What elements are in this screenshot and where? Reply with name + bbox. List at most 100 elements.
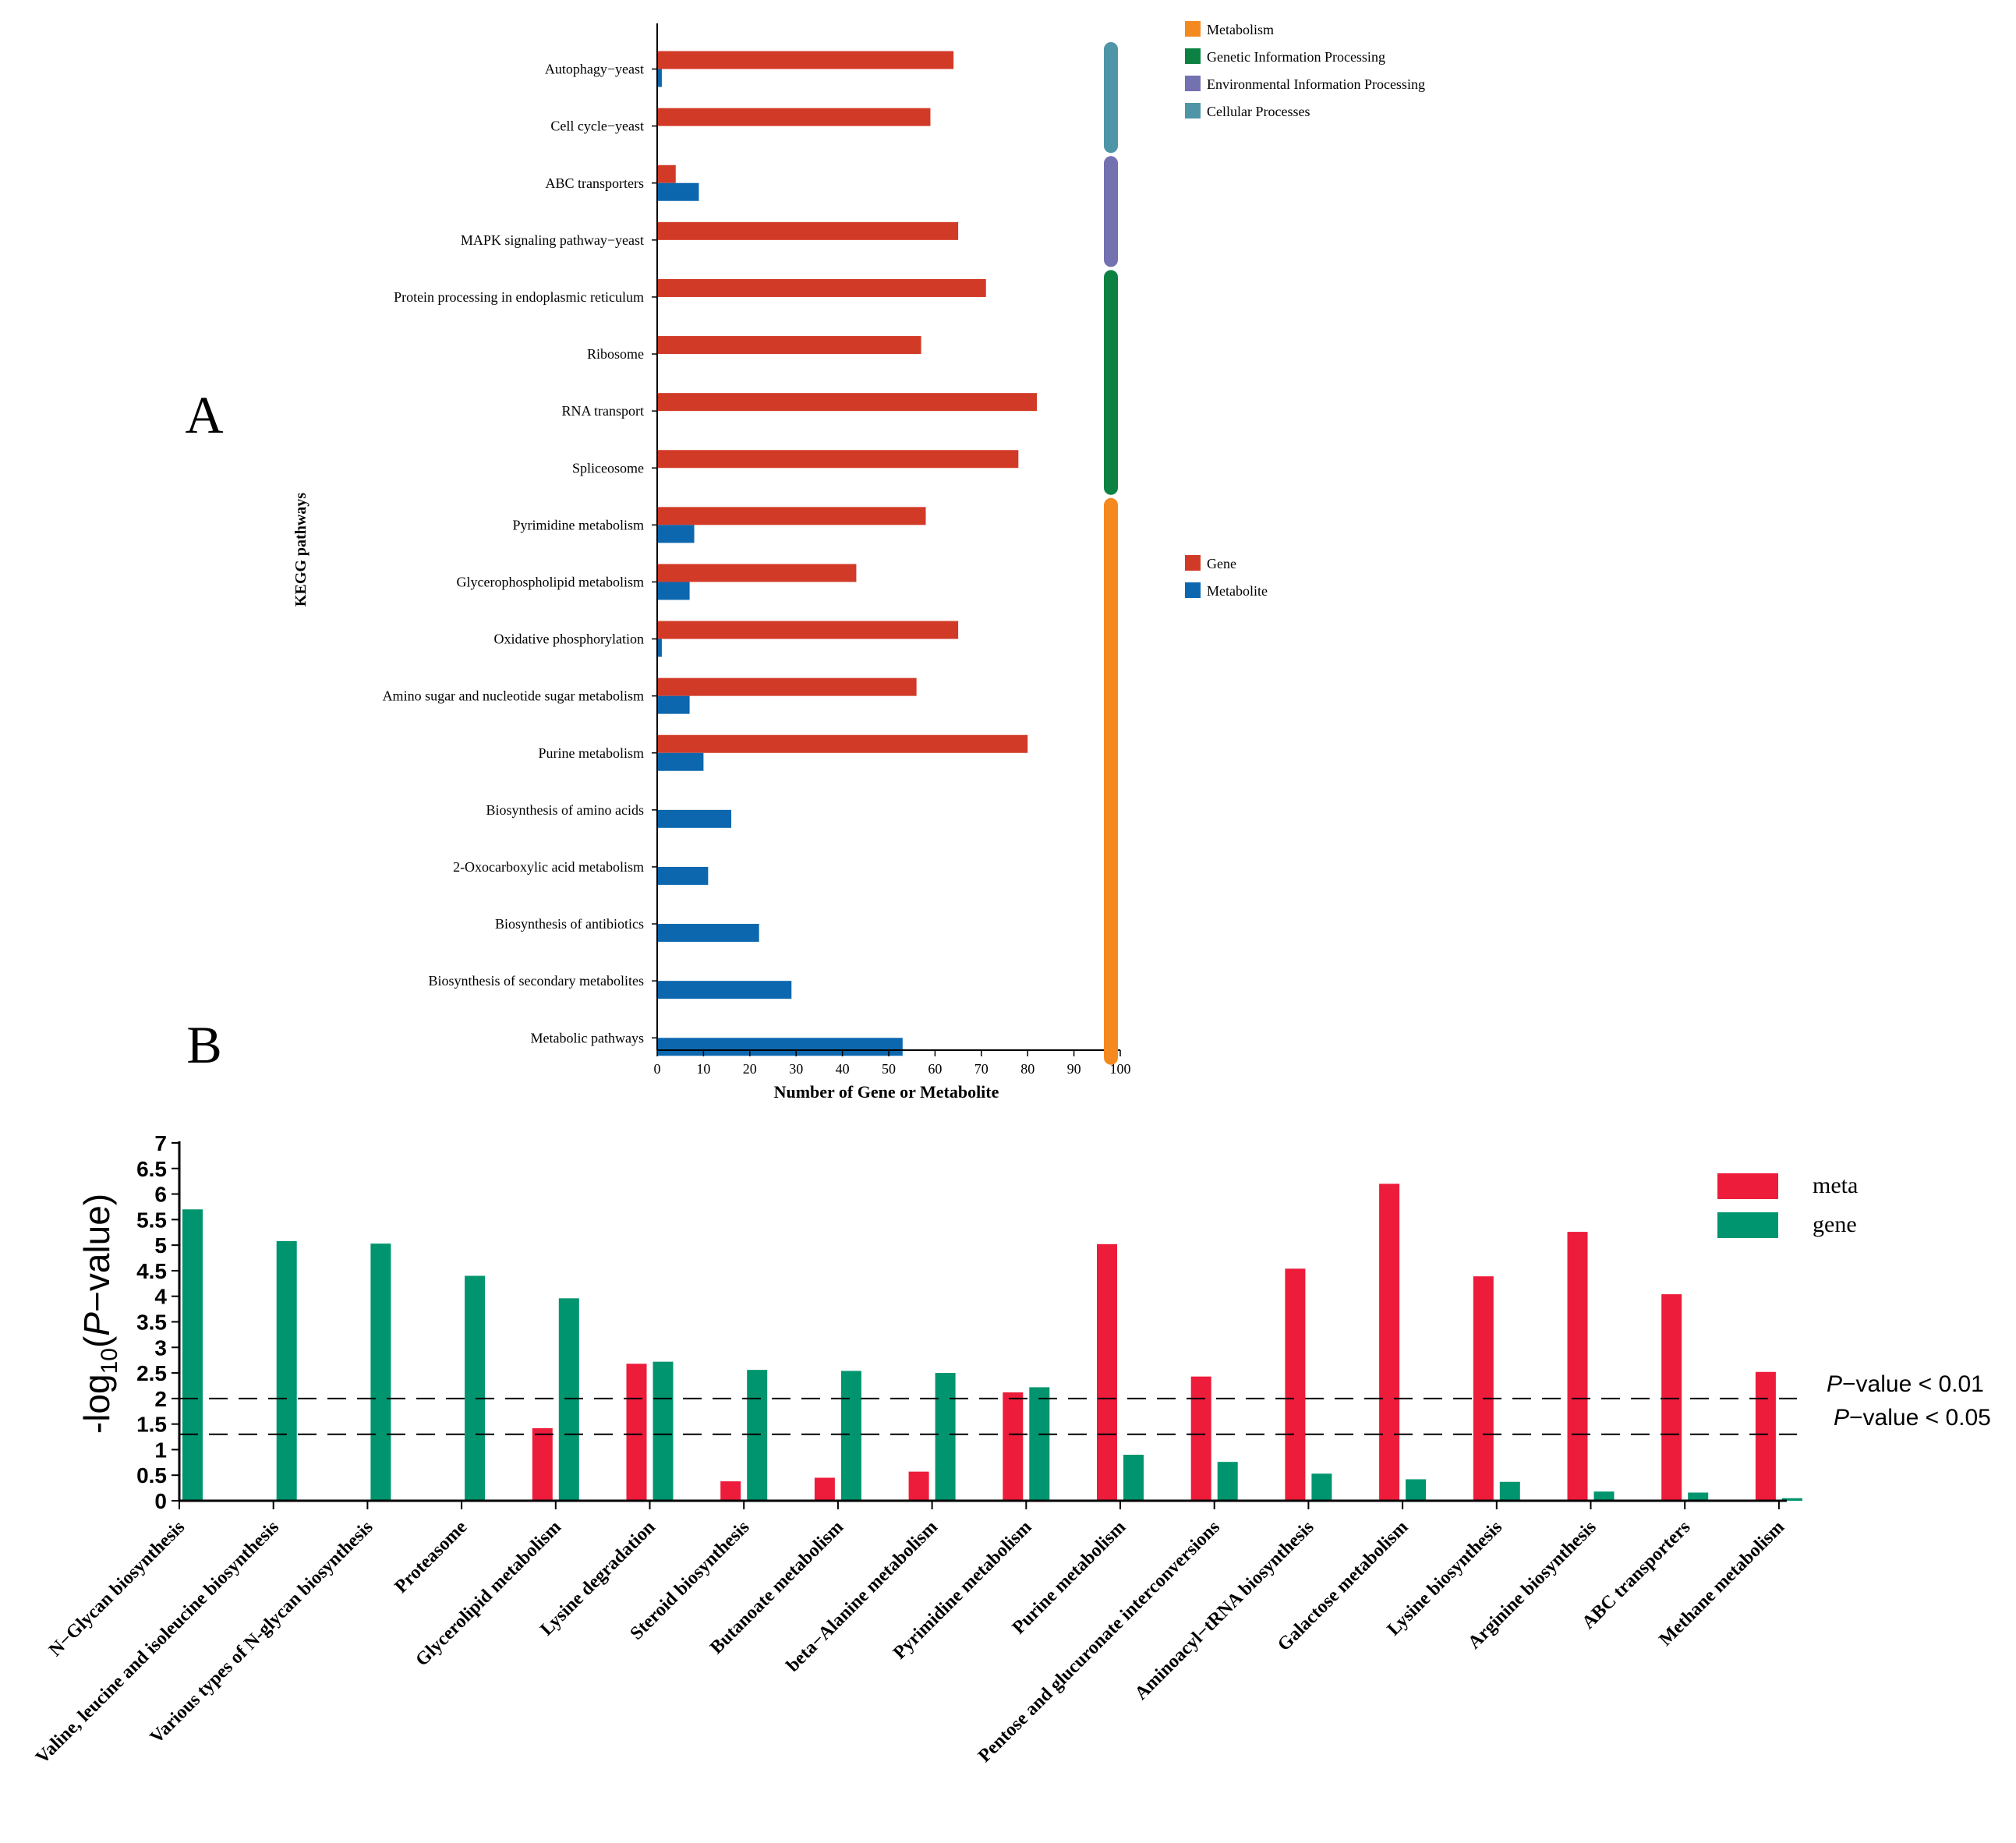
bar-gene-rna-transport	[657, 393, 1038, 412]
bar-gene-pyrimidine-metabolism	[657, 507, 926, 525]
bar-gene-aminoacyl-trna-biosynthesis	[1311, 1473, 1332, 1501]
legend-swatch-metabolite	[1185, 582, 1201, 598]
panel-b-y-axis-label: -log10(P−value)	[76, 1194, 122, 1434]
y-tick-label: 1.5	[136, 1413, 167, 1437]
bar-metabolite-purine-metabolism	[657, 752, 704, 771]
bar-meta-purine-metabolism	[1097, 1243, 1117, 1501]
legend-label-cellular-processes: Cellular Processes	[1207, 104, 1310, 119]
bar-metabolite-pyrimidine-metabolism	[657, 525, 695, 543]
panel-b-reference-lines: P−value < 0.01 P−value < 0.05	[179, 1371, 1991, 1435]
x-tick-label: Aminoacyl−tRNA biosynthesis	[1131, 1517, 1318, 1704]
bar-gene-steroid-biosynthesis	[747, 1370, 768, 1501]
bar-meta-lysine-degradation	[626, 1364, 647, 1501]
legend-label-genetic-information-processing: Genetic Information Processing	[1207, 49, 1385, 65]
y-tick-label: 7	[154, 1131, 167, 1155]
bar-gene-beta-alanine-metabolism	[935, 1373, 956, 1501]
bar-meta-glycerolipid-metabolism	[532, 1427, 553, 1501]
bar-meta-arginine-biosynthesis	[1567, 1232, 1588, 1501]
panel-b-y-label-suffix: −value)	[76, 1194, 117, 1312]
y-tick-label: 2	[154, 1387, 167, 1411]
y-tick-label: 1	[154, 1438, 167, 1462]
bar-metabolite-biosynthesis-of-amino-acids	[657, 809, 732, 828]
group-bar-genetic-information-processing	[1104, 270, 1118, 495]
bar-meta-abc-transporters	[1661, 1294, 1682, 1501]
bar-gene-amino-sugar-and-nucleotide-sugar-metabolism	[657, 677, 917, 696]
x-tick-label: Proteasome	[391, 1517, 471, 1597]
bar-gene-pyrimidine-metabolism	[1029, 1387, 1050, 1501]
panel-b: B -log10(P−value) N−Glycan biosynthesisV…	[32, 1015, 1991, 1768]
legend-swatch-metabolism	[1185, 21, 1201, 37]
y-tick-label: Ribosome	[587, 346, 644, 362]
bar-gene-methane-metabolism	[1781, 1498, 1802, 1501]
y-tick-label: 3.5	[136, 1311, 167, 1335]
legend-swatch-gene	[1717, 1212, 1778, 1238]
x-tick-label: 30	[789, 1061, 803, 1077]
legend-label-gene: gene	[1813, 1212, 1857, 1237]
y-tick-label: 4	[154, 1285, 167, 1309]
legend-swatch-environmental-information-processing	[1185, 76, 1201, 91]
legend-label-metabolism: Metabolism	[1207, 22, 1274, 37]
y-tick-label: Glycerophospholipid metabolism	[457, 574, 644, 589]
panel-b-bars	[182, 1183, 1802, 1501]
panel-a: A KEGG pathways Number of Gene or Metabo…	[185, 21, 1425, 1102]
x-tick-label: 0	[654, 1061, 661, 1077]
bar-metabolite-metabolic-pathways	[657, 1038, 903, 1056]
bar-metabolite-abc-transporters	[657, 182, 699, 201]
x-tick-label: 20	[743, 1061, 757, 1077]
bar-meta-beta-alanine-metabolism	[908, 1471, 929, 1501]
legend-swatch-cellular-processes	[1185, 103, 1201, 119]
panel-b-y-label-subscript: 10	[97, 1348, 122, 1374]
legend-swatch-meta	[1717, 1173, 1778, 1199]
group-bar-metabolism	[1104, 497, 1118, 1065]
bar-gene-lysine-biosynthesis	[1499, 1481, 1520, 1501]
bar-metabolite-autophagy-yeast	[657, 69, 662, 87]
y-tick-label: 0	[154, 1489, 167, 1513]
panel-b-label: B	[186, 1015, 221, 1074]
panel-a-category-legend: Metabolism Genetic Information Processing…	[1185, 21, 1425, 119]
y-tick-label: 3	[154, 1335, 167, 1360]
y-tick-label: Amino sugar and nucleotide sugar metabol…	[383, 688, 644, 704]
y-tick-label: 4.5	[136, 1259, 167, 1283]
bar-metabolite-2-oxocarboxylic-acid-metabolism	[657, 866, 709, 885]
bar-meta-butanoate-metabolism	[814, 1477, 835, 1501]
legend-label-environmental-information-processing: Environmental Information Processing	[1207, 76, 1425, 92]
y-tick-label: 5	[154, 1233, 167, 1258]
y-tick-label: Protein processing in endoplasmic reticu…	[394, 289, 644, 305]
bar-gene-abc-transporters	[657, 164, 676, 183]
bar-gene-glycerophospholipid-metabolism	[657, 564, 857, 582]
legend-label-meta: meta	[1813, 1173, 1858, 1198]
x-tick-label: 70	[974, 1061, 989, 1077]
y-tick-label: Autophagy−yeast	[545, 62, 644, 77]
reference-line-label: P−value < 0.01	[1827, 1371, 1984, 1397]
bar-meta-galactose-metabolism	[1379, 1183, 1400, 1501]
bar-metabolite-oxidative-phosphorylation	[657, 639, 662, 657]
legend-swatch-gene	[1185, 555, 1201, 571]
panel-b-legend: meta gene	[1717, 1173, 1858, 1238]
panel-a-series-legend: Gene Metabolite	[1185, 555, 1268, 599]
y-tick-label: Pyrimidine metabolism	[513, 517, 645, 532]
y-tick-label: Spliceosome	[572, 460, 644, 476]
bar-metabolite-amino-sugar-and-nucleotide-sugar-metabolism	[657, 695, 690, 714]
panel-b-y-label-italic: P	[76, 1312, 117, 1336]
bar-gene-valine-leucine-and-isoleucine-biosynthesis	[276, 1240, 297, 1501]
y-tick-label: 6	[154, 1183, 167, 1207]
bar-meta-steroid-biosynthesis	[720, 1481, 741, 1501]
legend-label-gene: Gene	[1207, 556, 1236, 571]
x-tick-label: 60	[928, 1061, 942, 1077]
bar-gene-purine-metabolism	[657, 734, 1028, 753]
y-tick-label: Purine metabolism	[539, 745, 644, 761]
bar-metabolite-biosynthesis-of-secondary-metabolites	[657, 981, 792, 999]
group-bar-environmental-information-processing	[1104, 156, 1118, 267]
reference-line-label: P−value < 0.05	[1834, 1405, 1991, 1431]
bar-meta-aminoacyl-trna-biosynthesis	[1285, 1268, 1306, 1501]
panel-b-y-label-prefix: -log	[76, 1374, 117, 1434]
bar-gene-butanoate-metabolism	[840, 1371, 861, 1501]
x-tick-label: 40	[836, 1061, 850, 1077]
bar-gene-galactose-metabolism	[1406, 1479, 1427, 1501]
bar-gene-glycerolipid-metabolism	[558, 1298, 579, 1501]
bar-gene-mapk-signaling-pathway-yeast	[657, 221, 959, 240]
y-tick-label: 5.5	[136, 1208, 167, 1232]
bar-gene-abc-transporters	[1688, 1492, 1709, 1501]
bar-gene-ribosome	[657, 336, 921, 355]
